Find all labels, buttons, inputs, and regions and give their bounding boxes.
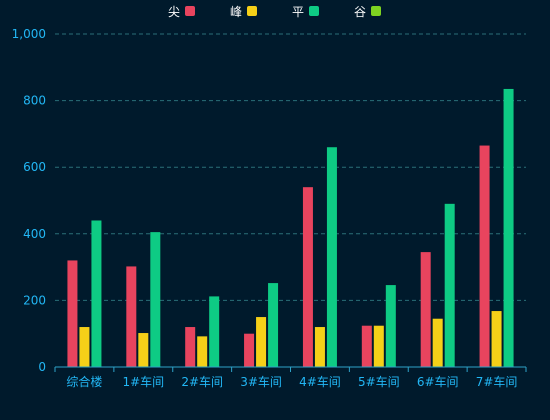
y-tick-label: 1,000 <box>12 27 46 41</box>
bar-峰-5#车间[interactable] <box>373 325 384 367</box>
grid-lines <box>55 33 526 301</box>
x-axis: 综合楼 1#车间 2#车间 3#车间 4#车间 5#车间 6#车间 7#车间 <box>54 366 527 389</box>
bar-平-4#车间[interactable] <box>326 147 337 367</box>
bar-平-2#车间[interactable] <box>209 296 220 367</box>
legend[interactable]: 尖峰平谷 <box>168 5 381 19</box>
x-tick-label: 综合楼 <box>66 374 102 389</box>
bar-峰-4#车间[interactable] <box>314 327 325 367</box>
legend-swatch <box>247 6 257 16</box>
bar-series <box>67 88 514 367</box>
bar-峰-2#车间[interactable] <box>197 336 208 367</box>
legend-swatch <box>309 6 319 16</box>
bar-平-综合楼[interactable] <box>91 220 102 367</box>
x-tick-label: 3#车间 <box>240 374 282 389</box>
legend-item-平[interactable]: 平 <box>292 5 319 19</box>
y-tick-label: 600 <box>23 160 46 174</box>
bar-平-6#车间[interactable] <box>444 203 455 367</box>
bar-尖-7#车间[interactable] <box>479 145 490 367</box>
bar-峰-6#车间[interactable] <box>432 318 443 367</box>
bar-尖-5#车间[interactable] <box>361 325 372 367</box>
bar-尖-6#车间[interactable] <box>420 252 431 367</box>
legend-label: 尖 <box>168 5 180 19</box>
y-tick-label: 200 <box>23 293 46 307</box>
x-tick-label: 4#车间 <box>299 374 341 389</box>
bar-尖-4#车间[interactable] <box>302 187 313 367</box>
bar-尖-综合楼[interactable] <box>67 260 78 367</box>
x-tick-label: 5#车间 <box>358 374 400 389</box>
x-tick-label: 7#车间 <box>476 374 518 389</box>
x-tick-label: 1#车间 <box>122 374 164 389</box>
legend-label: 平 <box>292 5 304 19</box>
bar-峰-1#车间[interactable] <box>138 333 149 367</box>
bar-峰-综合楼[interactable] <box>79 327 90 367</box>
bar-平-5#车间[interactable] <box>385 285 396 367</box>
legend-item-峰[interactable]: 峰 <box>230 5 257 19</box>
bar-平-1#车间[interactable] <box>150 232 161 367</box>
legend-item-尖[interactable]: 尖 <box>168 5 195 19</box>
legend-swatch <box>185 6 195 16</box>
x-tick-label: 6#车间 <box>417 374 459 389</box>
bar-峰-3#车间[interactable] <box>256 317 267 367</box>
bar-峰-7#车间[interactable] <box>491 311 502 367</box>
bar-尖-3#车间[interactable] <box>244 333 255 367</box>
bar-尖-2#车间[interactable] <box>185 327 196 367</box>
legend-item-谷[interactable]: 谷 <box>354 5 381 19</box>
y-tick-label: 0 <box>38 360 46 374</box>
y-tick-label: 400 <box>23 227 46 241</box>
x-tick-label: 2#车间 <box>181 374 223 389</box>
legend-label: 谷 <box>354 5 366 19</box>
bar-平-7#车间[interactable] <box>503 88 514 367</box>
legend-swatch <box>371 6 381 16</box>
y-axis-ticks: 0 200 400 600 800 1,000 <box>12 27 46 374</box>
legend-label: 峰 <box>230 5 242 19</box>
bar-平-3#车间[interactable] <box>268 283 279 367</box>
y-tick-label: 800 <box>23 94 46 108</box>
bar-尖-1#车间[interactable] <box>126 266 137 367</box>
